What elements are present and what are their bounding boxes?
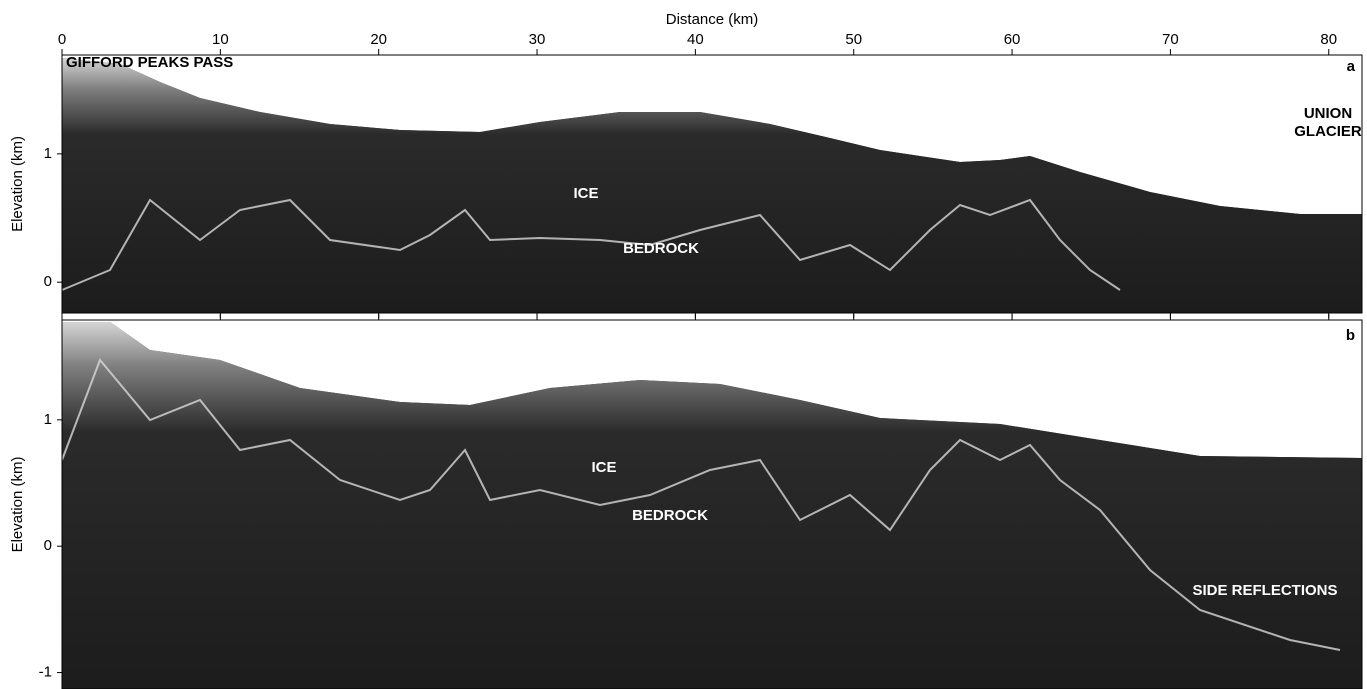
x-tick-label: 50 [845, 31, 862, 48]
y-tick-label: 1 [44, 145, 52, 162]
y-tick-label: -1 [39, 664, 52, 681]
x-tick-label: 80 [1320, 31, 1337, 48]
annotation: ICE [591, 459, 616, 476]
annotation: GLACIER [1294, 123, 1362, 140]
annotation: b [1346, 327, 1355, 344]
annotation: BEDROCK [632, 507, 708, 524]
y-tick-label: 0 [44, 273, 52, 290]
x-tick-label: 10 [212, 31, 229, 48]
y-axis-label: Elevation (km) [9, 457, 26, 553]
x-axis-label: Distance (km) [666, 11, 759, 28]
annotation: UNION [1304, 105, 1352, 122]
x-tick-label: 70 [1162, 31, 1179, 48]
y-tick-label: 0 [44, 537, 52, 554]
x-tick-label: 20 [370, 31, 387, 48]
annotation: a [1347, 58, 1356, 75]
y-axis-label: Elevation (km) [9, 136, 26, 232]
annotation: ICE [573, 185, 598, 202]
x-tick-label: 60 [1004, 31, 1021, 48]
x-tick-label: 0 [58, 31, 66, 48]
y-tick-label: 1 [44, 411, 52, 428]
annotation: SIDE REFLECTIONS [1192, 582, 1337, 599]
x-tick-label: 30 [529, 31, 546, 48]
annotation: BEDROCK [623, 240, 699, 257]
figure: 01020304050607080Distance (km)01Elevatio… [0, 0, 1367, 689]
annotation: GIFFORD PEAKS PASS [66, 54, 233, 71]
x-tick-label: 40 [687, 31, 704, 48]
